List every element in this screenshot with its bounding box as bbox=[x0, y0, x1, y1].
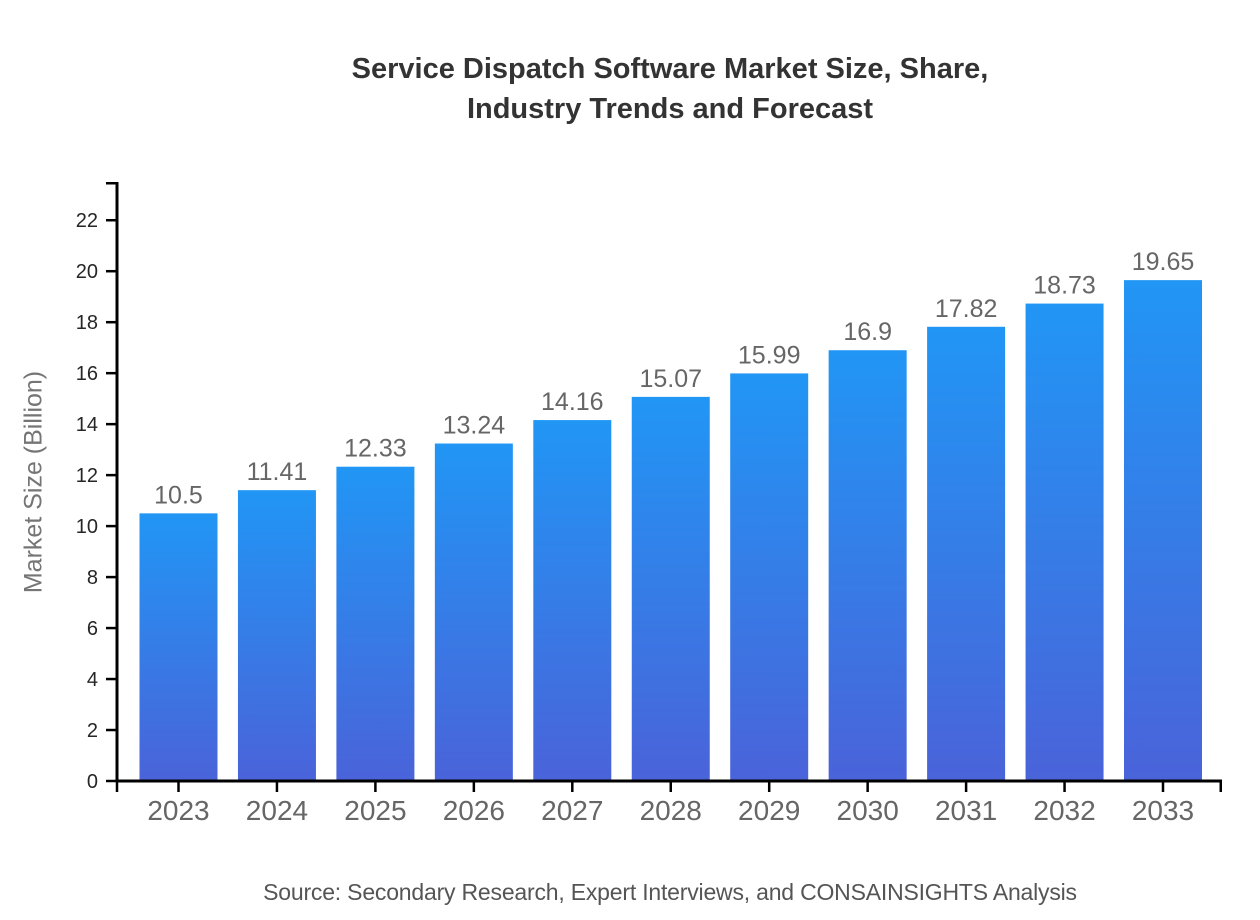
y-tick-label-14: 14 bbox=[76, 414, 98, 436]
chart-title-line2: Industry Trends and Forecast bbox=[466, 93, 874, 125]
y-tick-label-18: 18 bbox=[76, 312, 98, 334]
bar-2026 bbox=[434, 443, 513, 781]
chart-title: Service Dispatch Software Market Size, S… bbox=[80, 49, 1260, 129]
source-note: Source: Secondary Research, Expert Inter… bbox=[263, 879, 1077, 905]
bar-value-label-2031: 17.82 bbox=[935, 295, 998, 323]
chart-title-line1: Service Dispatch Software Market Size, S… bbox=[351, 53, 989, 85]
x-tick-label-2028: 2028 bbox=[640, 795, 702, 826]
x-tick-label-2030: 2030 bbox=[837, 795, 899, 826]
bar-2024 bbox=[237, 490, 316, 781]
x-tick-label-2029: 2029 bbox=[738, 795, 800, 826]
bar-value-label-2026: 13.24 bbox=[443, 412, 506, 440]
bar-value-label-2029: 15.99 bbox=[738, 341, 801, 369]
bar-value-label-2032: 18.73 bbox=[1033, 272, 1096, 300]
y-tick-label-2: 2 bbox=[87, 720, 98, 742]
bar-2029 bbox=[730, 373, 809, 781]
bar-value-label-2033: 19.65 bbox=[1132, 248, 1195, 276]
bar-2025 bbox=[336, 466, 415, 781]
y-tick-label-22: 22 bbox=[76, 210, 98, 232]
bar-value-label-2027: 14.16 bbox=[541, 388, 604, 416]
bar-value-label-2023: 10.5 bbox=[154, 481, 203, 509]
x-tick-label-2024: 2024 bbox=[246, 795, 308, 826]
y-tick-label-16: 16 bbox=[76, 363, 98, 385]
y-tick-label-4: 4 bbox=[87, 669, 98, 691]
x-tick-label-2025: 2025 bbox=[344, 795, 406, 826]
x-tick-label-2033: 2033 bbox=[1132, 795, 1194, 826]
y-tick-label-10: 10 bbox=[76, 516, 98, 538]
y-tick-label-8: 8 bbox=[87, 567, 98, 589]
y-tick-label-6: 6 bbox=[87, 618, 98, 640]
bar-2023 bbox=[139, 513, 218, 781]
x-tick-label-2023: 2023 bbox=[147, 795, 209, 826]
bar-2033 bbox=[1124, 280, 1202, 781]
x-tick-label-2031: 2031 bbox=[935, 795, 997, 826]
bar-2027 bbox=[533, 420, 612, 781]
bar-value-label-2028: 15.07 bbox=[639, 365, 702, 393]
bar-2031 bbox=[927, 326, 1006, 781]
bar-value-label-2024: 11.41 bbox=[247, 458, 308, 486]
y-tick-label-0: 0 bbox=[87, 771, 98, 793]
y-tick-label-12: 12 bbox=[76, 465, 98, 487]
bar-value-label-2025: 12.33 bbox=[344, 435, 407, 463]
bar-2032 bbox=[1025, 303, 1104, 781]
bar-2028 bbox=[631, 396, 710, 781]
x-tick-label-2032: 2032 bbox=[1033, 795, 1095, 826]
bar-value-label-2030: 16.9 bbox=[843, 318, 892, 346]
x-tick-label-2027: 2027 bbox=[541, 795, 603, 826]
bar-2030 bbox=[828, 350, 907, 781]
x-tick-label-2026: 2026 bbox=[443, 795, 505, 826]
y-tick-label-20: 20 bbox=[76, 261, 98, 283]
